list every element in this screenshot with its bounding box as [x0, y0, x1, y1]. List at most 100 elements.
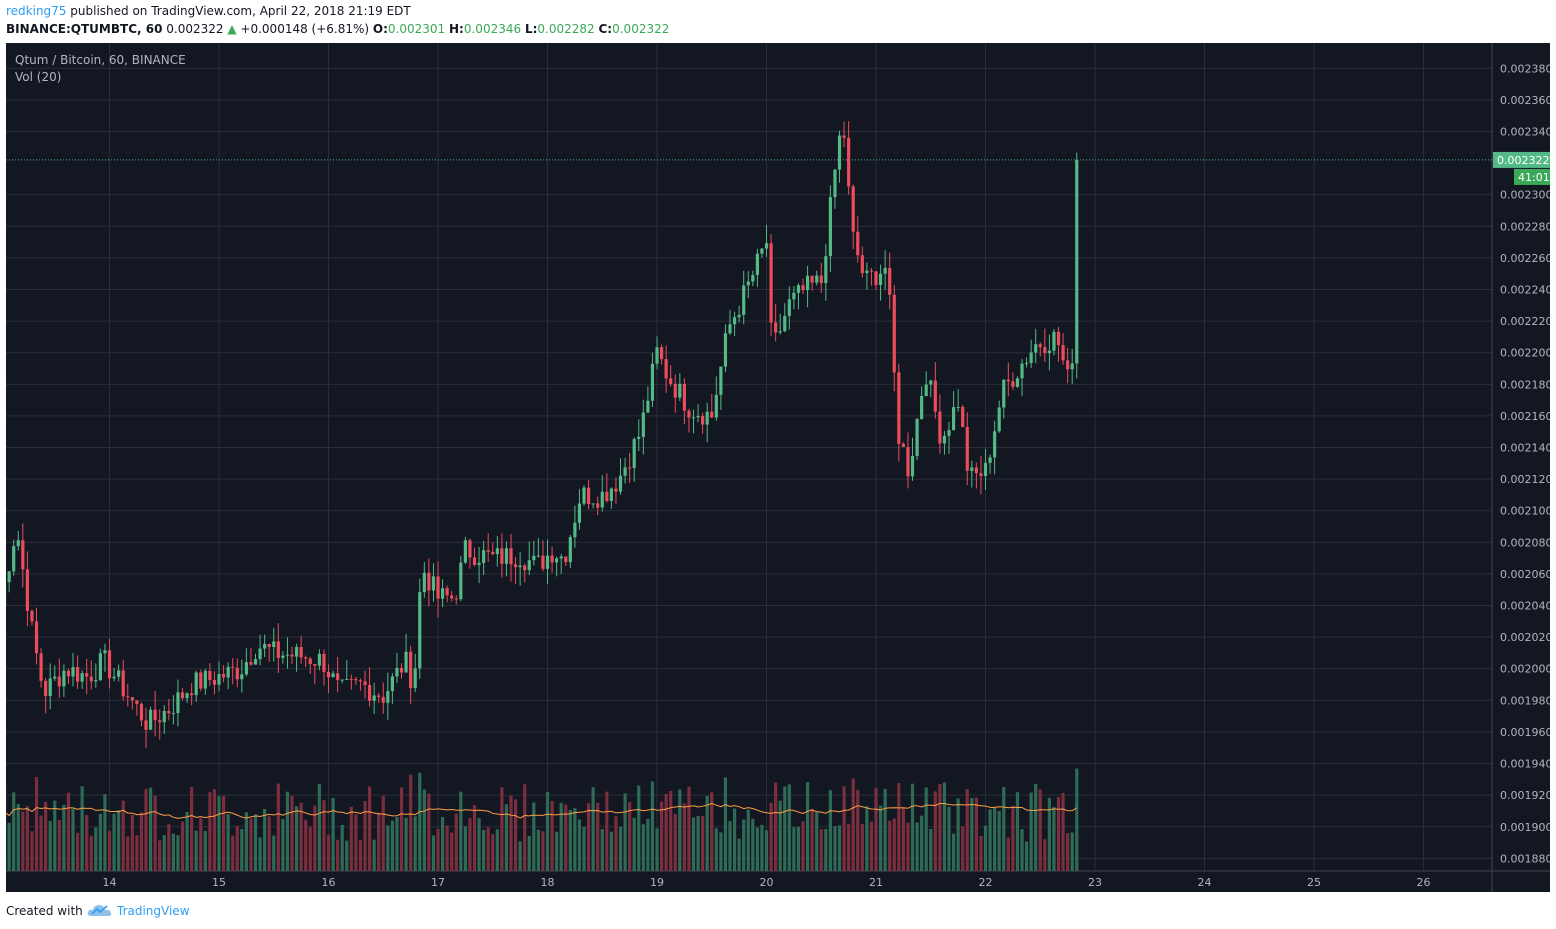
candle-body — [783, 315, 787, 332]
volume-bar — [600, 829, 604, 871]
close-value: 0.002322 — [612, 22, 670, 36]
candle-body — [824, 256, 828, 284]
candle-body — [130, 697, 134, 701]
last-price-label: 0.002322 — [1497, 154, 1550, 167]
y-tick-label: 0.002120 — [1500, 473, 1550, 486]
candle-body — [294, 647, 299, 657]
volume-bar — [1038, 789, 1042, 871]
volume-bar — [833, 826, 837, 871]
candle-body — [591, 503, 595, 505]
candle-body — [12, 546, 16, 572]
volume-bar — [126, 836, 130, 871]
candle-body — [390, 676, 394, 692]
candle-body — [1006, 379, 1010, 382]
volume-bar — [591, 787, 595, 871]
candle-body — [126, 696, 130, 698]
candle-body — [431, 576, 436, 591]
candle-body — [336, 673, 340, 680]
candle-body — [107, 650, 112, 679]
candle-body — [176, 692, 180, 714]
candle-body — [16, 540, 20, 547]
candle-body — [1066, 360, 1070, 370]
candle-body — [956, 406, 960, 408]
candle-body — [62, 670, 66, 687]
volume-bar — [171, 833, 175, 871]
volume-bar — [1052, 806, 1056, 871]
x-tick-label: 22 — [979, 876, 993, 889]
candle-body — [94, 680, 98, 682]
volume-bar — [874, 788, 878, 871]
volume-bar — [865, 806, 869, 871]
volume-bar — [805, 782, 810, 871]
candle-body — [787, 299, 791, 316]
candle-body — [983, 462, 988, 477]
candle-body — [678, 383, 682, 398]
y-tick-label: 0.002080 — [1500, 536, 1550, 549]
volume-bar — [586, 803, 591, 871]
tradingview-link[interactable]: TradingView — [117, 904, 190, 918]
candle-body — [888, 267, 892, 295]
candle-body — [1038, 344, 1042, 348]
candle-body — [66, 670, 71, 677]
candle-body — [769, 243, 773, 323]
candle-body — [395, 667, 399, 677]
volume-bar — [956, 798, 960, 871]
volume-bar — [98, 813, 102, 871]
candle-body — [600, 491, 604, 508]
y-tick-label: 0.002240 — [1500, 284, 1550, 297]
volume-bar — [16, 804, 20, 871]
price-chart[interactable]: 0.002380 0.002360 0.002340 0.002300 0.002280… — [6, 43, 1550, 892]
author-link[interactable]: redking75 — [6, 4, 67, 18]
volume-bar — [573, 808, 577, 871]
candle-body — [454, 598, 458, 600]
volume-bar — [221, 795, 226, 871]
volume-bar — [1034, 784, 1038, 871]
volume-bar — [628, 801, 632, 871]
candle-body — [723, 333, 728, 367]
y-tick-label: 0.002000 — [1500, 663, 1550, 676]
candle-body — [993, 431, 997, 458]
chart-panel[interactable]: 0.002380 0.002360 0.002340 0.002300 0.002280… — [6, 43, 1550, 892]
volume-bar — [869, 821, 874, 871]
candle-body — [742, 285, 746, 315]
volume-bar — [326, 835, 331, 871]
candle-body — [1047, 350, 1051, 354]
volume-bar — [112, 813, 116, 871]
volume-bar — [856, 789, 860, 871]
volume-bar — [404, 817, 408, 871]
volume-bar — [103, 794, 107, 871]
candle-body — [139, 703, 144, 721]
candle-body — [614, 488, 618, 492]
volume-bar — [1006, 837, 1010, 871]
candle-body — [285, 654, 290, 656]
volume-bar — [614, 816, 618, 871]
tradingview-cloud-icon[interactable] — [87, 902, 113, 922]
volume-bar — [988, 809, 992, 871]
candle-body — [276, 641, 280, 658]
candle-body — [564, 556, 568, 563]
candle-body — [951, 407, 956, 431]
candle-body — [226, 666, 230, 678]
volume-bar — [609, 831, 613, 871]
volume-bar — [819, 829, 823, 871]
volume-bar — [655, 828, 659, 871]
volume-bar — [559, 802, 563, 871]
volume-bar — [276, 783, 280, 871]
candle-body — [732, 317, 737, 325]
candle-body — [805, 275, 810, 291]
candle-body — [418, 592, 422, 669]
candle-body — [427, 572, 431, 591]
volume-bar — [792, 827, 796, 871]
candle-body — [48, 678, 52, 696]
volume-bar — [363, 800, 367, 871]
candle-body — [856, 231, 860, 256]
volume-bar — [203, 831, 207, 871]
volume-bar — [910, 783, 915, 871]
volume-bar — [75, 832, 80, 871]
candle-body — [30, 610, 34, 622]
volume-bar — [185, 811, 189, 871]
candle-body — [755, 253, 759, 276]
volume-bar — [440, 817, 445, 871]
volume-bar — [659, 801, 664, 871]
volume-bar — [965, 789, 969, 871]
